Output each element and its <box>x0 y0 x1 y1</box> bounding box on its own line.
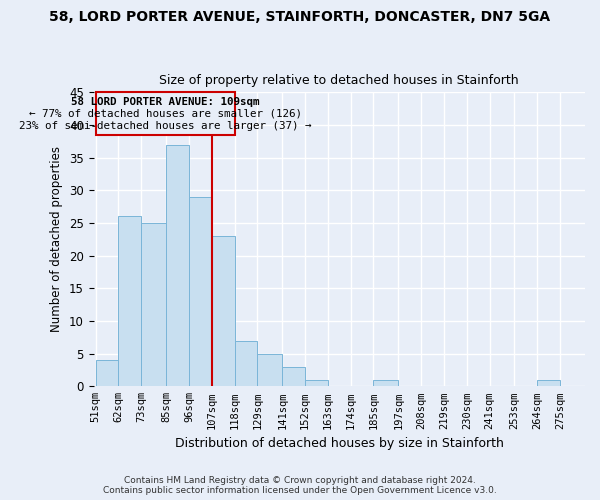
Text: 58 LORD PORTER AVENUE: 109sqm: 58 LORD PORTER AVENUE: 109sqm <box>71 97 259 107</box>
Text: Contains HM Land Registry data © Crown copyright and database right 2024.
Contai: Contains HM Land Registry data © Crown c… <box>103 476 497 495</box>
Bar <box>166 144 189 386</box>
Bar <box>95 360 118 386</box>
Text: ← 77% of detached houses are smaller (126): ← 77% of detached houses are smaller (12… <box>29 108 302 118</box>
Y-axis label: Number of detached properties: Number of detached properties <box>50 146 64 332</box>
Bar <box>305 380 328 386</box>
Bar <box>141 223 166 386</box>
Bar <box>189 197 212 386</box>
Text: 58, LORD PORTER AVENUE, STAINFORTH, DONCASTER, DN7 5GA: 58, LORD PORTER AVENUE, STAINFORTH, DONC… <box>49 10 551 24</box>
Text: 23% of semi-detached houses are larger (37) →: 23% of semi-detached houses are larger (… <box>19 121 311 131</box>
Bar <box>538 380 560 386</box>
X-axis label: Distribution of detached houses by size in Stainforth: Distribution of detached houses by size … <box>175 437 504 450</box>
Bar <box>282 366 305 386</box>
Bar <box>373 380 398 386</box>
Bar <box>235 340 257 386</box>
Bar <box>118 216 141 386</box>
Title: Size of property relative to detached houses in Stainforth: Size of property relative to detached ho… <box>160 74 519 87</box>
FancyBboxPatch shape <box>95 92 235 135</box>
Bar <box>212 236 235 386</box>
Bar <box>257 354 282 386</box>
